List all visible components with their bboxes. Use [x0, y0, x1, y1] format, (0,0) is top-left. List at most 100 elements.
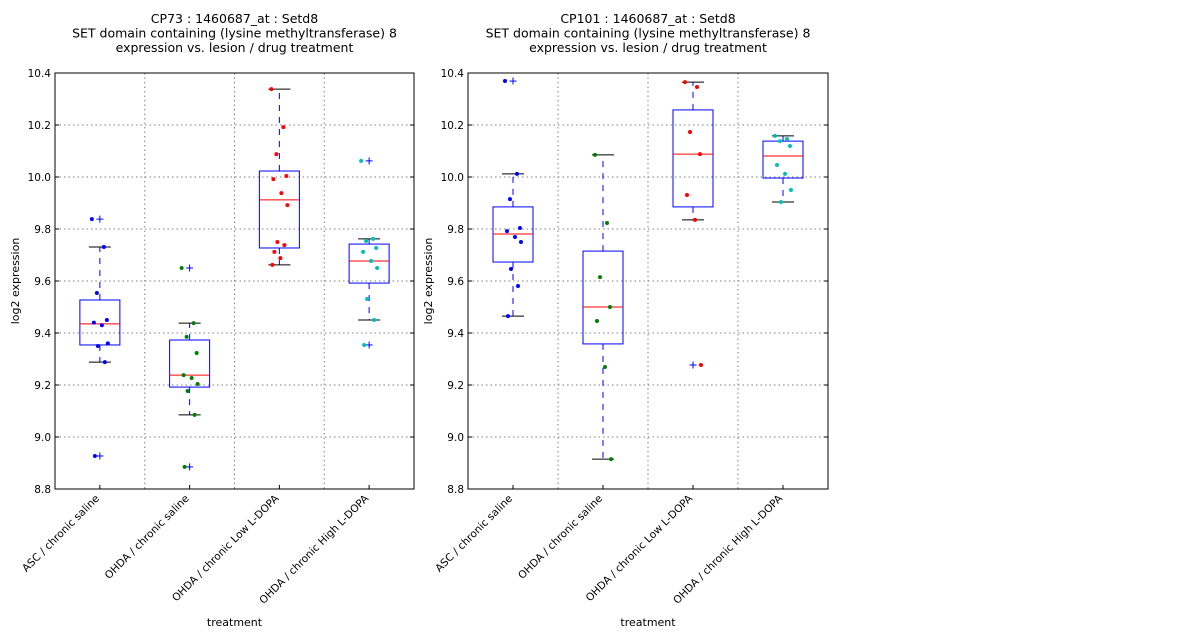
- data-point: [371, 236, 376, 241]
- data-point: [685, 192, 689, 197]
- data-point: [285, 203, 290, 208]
- data-point: [184, 334, 189, 339]
- data-point: [608, 305, 612, 309]
- box-iqr: [672, 109, 714, 208]
- data-point: [270, 262, 275, 267]
- x-tick-label: ASC / chronic saline: [20, 493, 102, 575]
- y-tick-label: 9.8: [34, 224, 51, 236]
- box-3: [258, 88, 300, 266]
- data-point: [516, 283, 520, 288]
- chart-title-line-1: CP73 : 1460687_at : Setd8: [151, 11, 318, 26]
- y-tick-label: 9.6: [447, 276, 464, 288]
- y-tick-label: 10.2: [441, 120, 464, 132]
- data-point: [783, 171, 787, 176]
- data-point: [779, 199, 783, 204]
- box-iqr: [762, 140, 804, 179]
- data-point: [785, 137, 789, 142]
- y-tick-label: 9.4: [34, 328, 51, 340]
- chart-title-line-1: CP101 : 1460687_at : Setd8: [560, 11, 735, 26]
- x-tick-label: OHDA / chronic Low L-DOPA: [584, 492, 696, 604]
- data-point: [194, 351, 199, 356]
- data-point: [598, 275, 602, 280]
- data-point: [272, 249, 277, 254]
- data-point: [374, 245, 379, 250]
- data-point: [191, 321, 196, 326]
- x-axis-label: treatment: [620, 616, 676, 629]
- data-point: [361, 249, 366, 254]
- chart-title-line-3: expression vs. lesion / drug treatment: [529, 40, 767, 55]
- data-point: [269, 87, 274, 92]
- data-point: [503, 79, 507, 84]
- data-point: [688, 130, 692, 135]
- y-tick-label: 9.6: [34, 276, 51, 288]
- data-point: [364, 238, 369, 243]
- data-point: [683, 80, 687, 85]
- data-point: [282, 243, 287, 248]
- y-tick-label: 9.2: [34, 380, 51, 392]
- data-point: [91, 320, 96, 325]
- y-tick-label: 10.4: [28, 68, 52, 80]
- box-1: [492, 77, 534, 317]
- y-tick-label: 9.0: [34, 432, 51, 444]
- y-tick-label: 8.8: [34, 484, 51, 496]
- x-tick-label: OHDA / chronic Low L-DOPA: [170, 492, 282, 604]
- data-point: [185, 388, 190, 393]
- y-tick-label: 10.0: [28, 172, 51, 184]
- box-iqr: [169, 339, 211, 388]
- data-point: [284, 173, 289, 178]
- data-point: [372, 318, 377, 322]
- data-point: [274, 152, 279, 157]
- data-point: [695, 85, 699, 90]
- data-point: [104, 318, 109, 322]
- data-point: [279, 191, 284, 196]
- data-point: [99, 323, 104, 328]
- data-point: [693, 217, 697, 222]
- data-point: [789, 188, 793, 192]
- data-point: [365, 296, 370, 301]
- data-point: [699, 362, 703, 367]
- box-iqr: [79, 299, 121, 346]
- data-point: [505, 229, 509, 234]
- x-axis-label: treatment: [207, 616, 263, 629]
- data-point: [508, 197, 512, 202]
- data-point: [509, 267, 513, 272]
- axes-frame: [54, 72, 415, 490]
- x-tick-label: OHDA / chronic High L-DOPA: [671, 492, 786, 607]
- y-tick-label: 10.4: [441, 68, 465, 80]
- y-tick-label: 9.0: [447, 432, 464, 444]
- data-point: [192, 412, 197, 417]
- data-point: [513, 235, 517, 240]
- data-point: [181, 373, 186, 378]
- data-point: [271, 177, 276, 182]
- data-point: [95, 344, 100, 348]
- y-tick-label: 10.2: [28, 120, 51, 132]
- data-point: [773, 133, 777, 138]
- box-2: [169, 264, 211, 471]
- x-tick-label: OHDA / chronic saline: [103, 493, 192, 582]
- data-point: [775, 163, 779, 168]
- data-point: [605, 221, 609, 226]
- chart-title-line-2: SET domain containing (lysine methyltran…: [486, 26, 811, 41]
- box-1: [79, 215, 121, 460]
- axes-frame: [467, 72, 829, 490]
- chart-title-line-2: SET domain containing (lysine methyltran…: [72, 26, 397, 41]
- data-point: [595, 319, 599, 324]
- data-point: [195, 381, 200, 386]
- y-axis-label: log2 expression: [422, 238, 435, 325]
- data-point: [94, 290, 99, 295]
- data-point: [698, 152, 702, 157]
- x-tick-label: ASC / chronic saline: [433, 493, 515, 575]
- x-tick-label: OHDA / chronic saline: [516, 493, 605, 582]
- x-tick-label: OHDA / chronic High L-DOPA: [257, 492, 372, 607]
- data-point: [375, 266, 380, 270]
- data-point: [609, 457, 613, 462]
- y-tick-label: 9.8: [447, 224, 464, 236]
- data-point: [275, 240, 280, 244]
- box-2: [582, 154, 624, 460]
- y-tick-label: 8.8: [447, 484, 464, 496]
- data-point: [278, 256, 283, 261]
- data-point: [359, 158, 364, 163]
- data-point: [369, 258, 374, 263]
